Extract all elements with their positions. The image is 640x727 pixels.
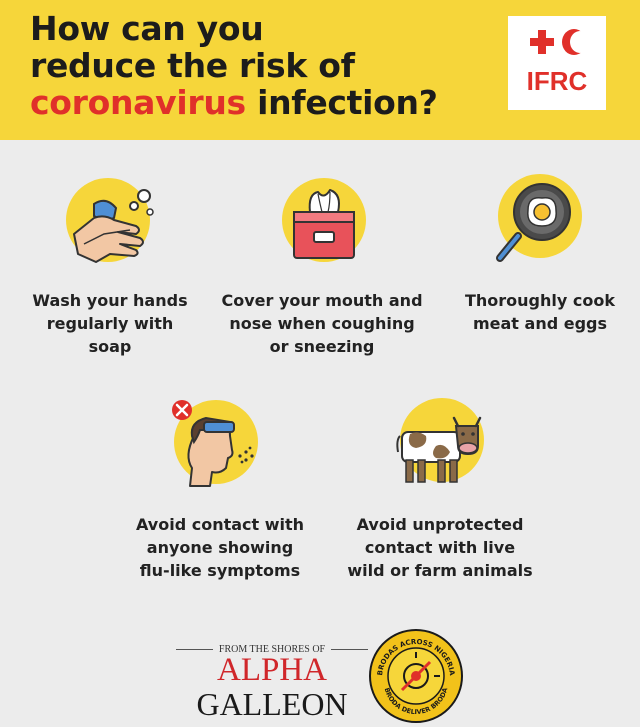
handwash-icon [66,178,154,263]
from-the-shores-text: FROM THE SHORES OF [176,644,369,655]
caption-line: contact with live [364,538,516,557]
headline-line-3-rest: infection? [245,83,438,122]
alpha-wordmark: ALPHA [216,652,327,688]
header-banner: How can you reduce the risk of coronavir… [0,0,640,140]
tip-caption-handwash: Wash your hands regularly with soap [20,289,200,358]
brodas-seal-icon: BRODAS ACROSS NIGERIA BRODA DELIVER BROD… [369,629,463,723]
caption-line: anyone showing [146,538,294,557]
divider-line [331,649,369,650]
from-label: FROM THE SHORES OF [218,644,326,655]
headline-line-3: coronavirus infection? [30,84,438,121]
cow-icon [396,398,484,483]
caption-line: soap [88,337,132,356]
headline-highlight: coronavirus [30,83,246,122]
caption-line: Thoroughly cook [464,291,615,310]
red-cross-icon [530,30,554,54]
divider-line [176,649,213,650]
caption-line: meat and eggs [472,314,608,333]
headline: How can you reduce the risk of coronavir… [30,10,438,121]
caption-line: or sneezing [269,337,375,356]
tip-caption-cover-mouth: Cover your mouth and nose when coughing … [212,289,432,358]
caption-line: Avoid contact with [135,515,305,534]
caption-line: regularly with [46,314,174,333]
sick-person-icon [172,400,258,487]
tissue-box-icon [282,178,366,262]
galleon-wordmark: GALLEON [196,686,348,722]
tip-caption-cook: Thoroughly cook meat and eggs [450,289,630,335]
caption-line: Avoid unprotected [356,515,524,534]
caption-line: Wash your hands [32,291,188,310]
ifrc-logo-text: IFRC [526,66,588,96]
ifrc-logo: IFRC [508,16,606,110]
frying-pan-egg-icon [496,174,582,262]
caption-line: Cover your mouth and [221,291,423,310]
caption-line: nose when coughing [229,314,415,333]
footer: FROM THE SHORES OF ALPHA GALLEON BRODAS … [0,620,640,727]
tip-caption-avoid-sick: Avoid contact with anyone showing flu-li… [110,513,330,582]
headline-line-1: How can you [30,9,264,48]
red-crescent-icon [562,29,590,55]
caption-line: wild or farm animals [347,561,533,580]
tip-caption-avoid-animals: Avoid unprotected contact with live wild… [330,513,550,582]
headline-line-2: reduce the risk of [30,46,355,85]
caption-line: flu-like symptoms [139,561,301,580]
